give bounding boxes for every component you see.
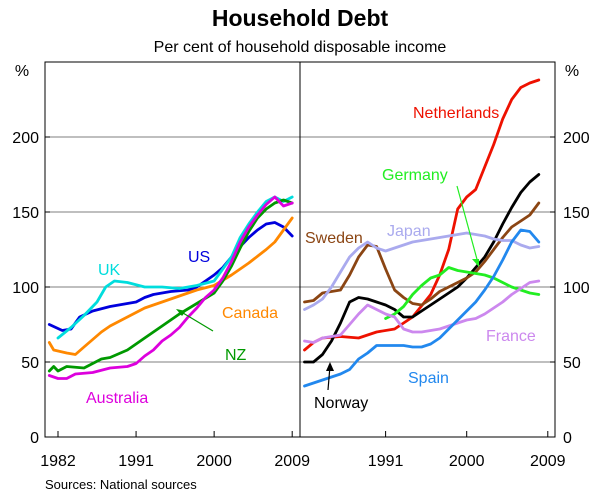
source-note: Sources: National sources [45, 477, 197, 492]
series-line-australia [47, 195, 294, 380]
series-line-japan [303, 231, 541, 311]
plot-frame [44, 61, 556, 438]
series-label-australia: Australia [86, 390, 148, 407]
y-tick-label-right-200: 200 [563, 130, 590, 147]
series-label-netherlands: Netherlands [413, 105, 499, 122]
series-label-spain: Spain [408, 370, 449, 387]
chart-title: Household Debt [212, 5, 389, 31]
x-tick-label-right-2009: 2009 [530, 453, 566, 470]
x-tick-label-left-1991: 1991 [118, 453, 154, 470]
series-label-uk: UK [98, 262, 121, 279]
y-tick-label-right-100: 100 [563, 280, 590, 297]
series-line-canada [47, 216, 294, 356]
series-line-germany [384, 266, 541, 320]
series-label-sweden: Sweden [305, 230, 363, 247]
y-tick-label-left-150: 150 [12, 205, 39, 222]
series-label-nz: NZ [225, 347, 247, 364]
series-lines [47, 78, 541, 388]
germany-arrow [456, 185, 479, 264]
series-label-norway: Norway [314, 395, 368, 412]
series-line-netherlands [303, 78, 541, 352]
series-labels: US UK Canada NZ Australia Netherlands Norway Sw… [86, 105, 536, 412]
series-line-france [303, 279, 541, 344]
axis-ticks [45, 136, 555, 438]
y-tick-label-right-0: 0 [563, 430, 572, 447]
y-tick-label-left-50: 50 [21, 355, 39, 372]
y-tick-label-left-100: 100 [12, 280, 39, 297]
series-line-uk [56, 195, 294, 340]
series-label-us: US [188, 249, 210, 266]
y-tick-labels: 0 0 50 50 100 100 150 150 200 200 [12, 130, 590, 447]
germany-arrowhead [472, 259, 479, 267]
series-line-nz [47, 198, 294, 373]
series-line-norway [303, 173, 541, 364]
y-tick-label-right-150: 150 [563, 205, 590, 222]
chart-subtitle: Per cent of household disposable income [154, 39, 447, 56]
y-unit-left: % [15, 63, 29, 80]
label-arrows [176, 185, 479, 391]
y-unit-right: % [565, 63, 579, 80]
series-line-us [47, 221, 294, 332]
x-tick-label-right-1991: 1991 [368, 453, 404, 470]
series-line-spain [303, 228, 541, 388]
x-tick-label-left-2000: 2000 [196, 453, 232, 470]
y-tick-label-right-50: 50 [563, 355, 581, 372]
y-tick-label-left-0: 0 [30, 430, 39, 447]
x-tick-label-left-2009: 2009 [274, 453, 310, 470]
x-tick-labels: 1982 1991 2000 2009 1991 2000 2009 [40, 453, 565, 470]
x-tick-label-right-2000: 2000 [449, 453, 485, 470]
y-tick-label-left-200: 200 [12, 130, 39, 147]
series-label-france: France [486, 328, 536, 345]
series-label-canada: Canada [222, 305, 278, 322]
x-tick-label-left-1982: 1982 [40, 453, 76, 470]
series-label-japan: Japan [387, 223, 431, 240]
norway-arrowhead [326, 362, 334, 371]
series-label-germany: Germany [382, 167, 448, 184]
series-line-sweden [303, 201, 541, 307]
nz-arrowhead [176, 309, 186, 316]
